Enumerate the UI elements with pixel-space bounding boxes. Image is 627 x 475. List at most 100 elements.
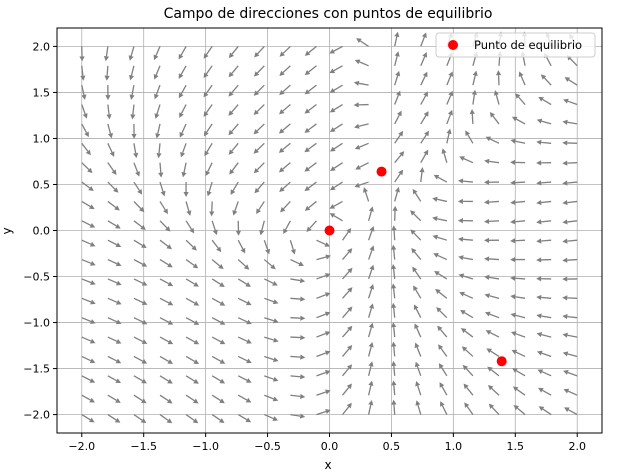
field-arrow — [563, 370, 578, 377]
field-arrow — [316, 292, 331, 299]
field-arrow — [107, 181, 119, 193]
field-arrow — [159, 181, 166, 197]
field-arrow — [107, 258, 122, 267]
field-arrow — [485, 136, 500, 144]
field-arrow — [211, 394, 225, 404]
field-arrow — [330, 142, 343, 152]
field-arrow — [439, 382, 448, 396]
field-arrow — [128, 46, 135, 61]
field-arrow — [562, 276, 578, 282]
field-arrow — [414, 361, 422, 377]
field-arrow — [159, 201, 168, 215]
field-arrow — [391, 225, 397, 241]
direction-field — [79, 31, 578, 424]
field-arrow — [81, 162, 93, 174]
field-arrow — [342, 364, 353, 377]
field-arrow — [159, 278, 174, 287]
field-arrow — [329, 123, 343, 133]
field-arrow — [363, 187, 370, 202]
field-arrow — [537, 369, 552, 377]
field-arrow — [203, 123, 213, 137]
field-arrow — [253, 84, 265, 96]
field-arrow — [471, 89, 477, 105]
field-arrow — [129, 85, 135, 100]
field-arrow — [367, 264, 375, 280]
field-arrow — [562, 351, 578, 358]
x-tick-label: 0.0 — [321, 440, 339, 453]
field-arrow — [304, 104, 317, 114]
field-arrow — [237, 355, 252, 364]
field-arrow — [203, 65, 213, 79]
field-arrow — [484, 179, 500, 185]
field-arrow — [81, 142, 91, 156]
field-arrow — [510, 159, 526, 165]
field-arrow — [472, 70, 478, 86]
field-arrow — [263, 239, 271, 255]
field-arrow — [232, 201, 239, 216]
field-arrow — [420, 111, 429, 125]
field-arrow — [353, 102, 369, 108]
field-arrow — [81, 336, 96, 344]
field-arrow — [290, 413, 306, 419]
field-arrow — [278, 162, 291, 173]
field-arrow — [329, 65, 343, 74]
field-arrow — [237, 336, 252, 344]
field-arrow — [513, 404, 526, 416]
field-arrow — [81, 375, 96, 383]
legend-marker — [448, 40, 458, 50]
field-arrow — [228, 65, 239, 78]
field-arrow — [278, 142, 291, 153]
field-arrow — [159, 297, 174, 306]
field-arrow — [185, 297, 200, 306]
field-arrow — [228, 142, 239, 155]
field-arrow — [80, 65, 86, 81]
field-arrow — [204, 142, 213, 157]
field-arrow — [536, 257, 552, 263]
field-arrow — [420, 130, 429, 144]
field-arrow — [81, 181, 94, 192]
field-arrow — [329, 200, 343, 209]
y-tick-label: −1.0 — [23, 317, 50, 330]
field-arrow — [518, 71, 526, 86]
y-tick-label: 1.5 — [33, 86, 51, 99]
field-arrow — [510, 331, 526, 338]
field-arrow — [354, 181, 369, 188]
field-arrow — [536, 276, 552, 282]
field-arrow — [211, 278, 225, 288]
field-arrow — [133, 220, 146, 230]
field-arrow — [394, 51, 400, 66]
field-arrow — [536, 332, 552, 338]
field-arrow — [131, 123, 137, 139]
field-arrow — [394, 130, 404, 144]
field-arrow — [253, 104, 265, 116]
field-arrow — [464, 402, 474, 415]
field-arrow — [354, 142, 369, 150]
field-arrow — [211, 355, 226, 364]
field-arrow — [133, 278, 148, 286]
field-arrow — [484, 256, 500, 262]
field-arrow — [420, 51, 428, 67]
field-arrow — [278, 123, 291, 134]
field-arrow — [264, 355, 279, 363]
field-arrow — [159, 394, 173, 404]
field-arrow — [178, 46, 187, 60]
field-arrow — [130, 104, 136, 120]
field-arrow — [107, 375, 122, 384]
field-arrow — [411, 247, 422, 260]
field-arrow — [563, 388, 578, 396]
field-arrow — [106, 104, 112, 120]
field-arrow — [342, 345, 353, 357]
field-arrow — [437, 325, 448, 338]
field-arrow — [290, 334, 306, 341]
field-arrow — [81, 220, 96, 228]
field-arrow — [413, 285, 422, 299]
y-tick-label: 1.0 — [33, 132, 51, 145]
field-arrow — [463, 383, 474, 396]
field-arrow — [211, 220, 218, 236]
field-arrow — [133, 258, 148, 267]
field-arrow — [237, 239, 246, 254]
field-arrow — [81, 85, 87, 100]
field-arrow — [253, 123, 265, 135]
field-arrow — [457, 218, 473, 224]
field-arrow — [133, 297, 148, 305]
